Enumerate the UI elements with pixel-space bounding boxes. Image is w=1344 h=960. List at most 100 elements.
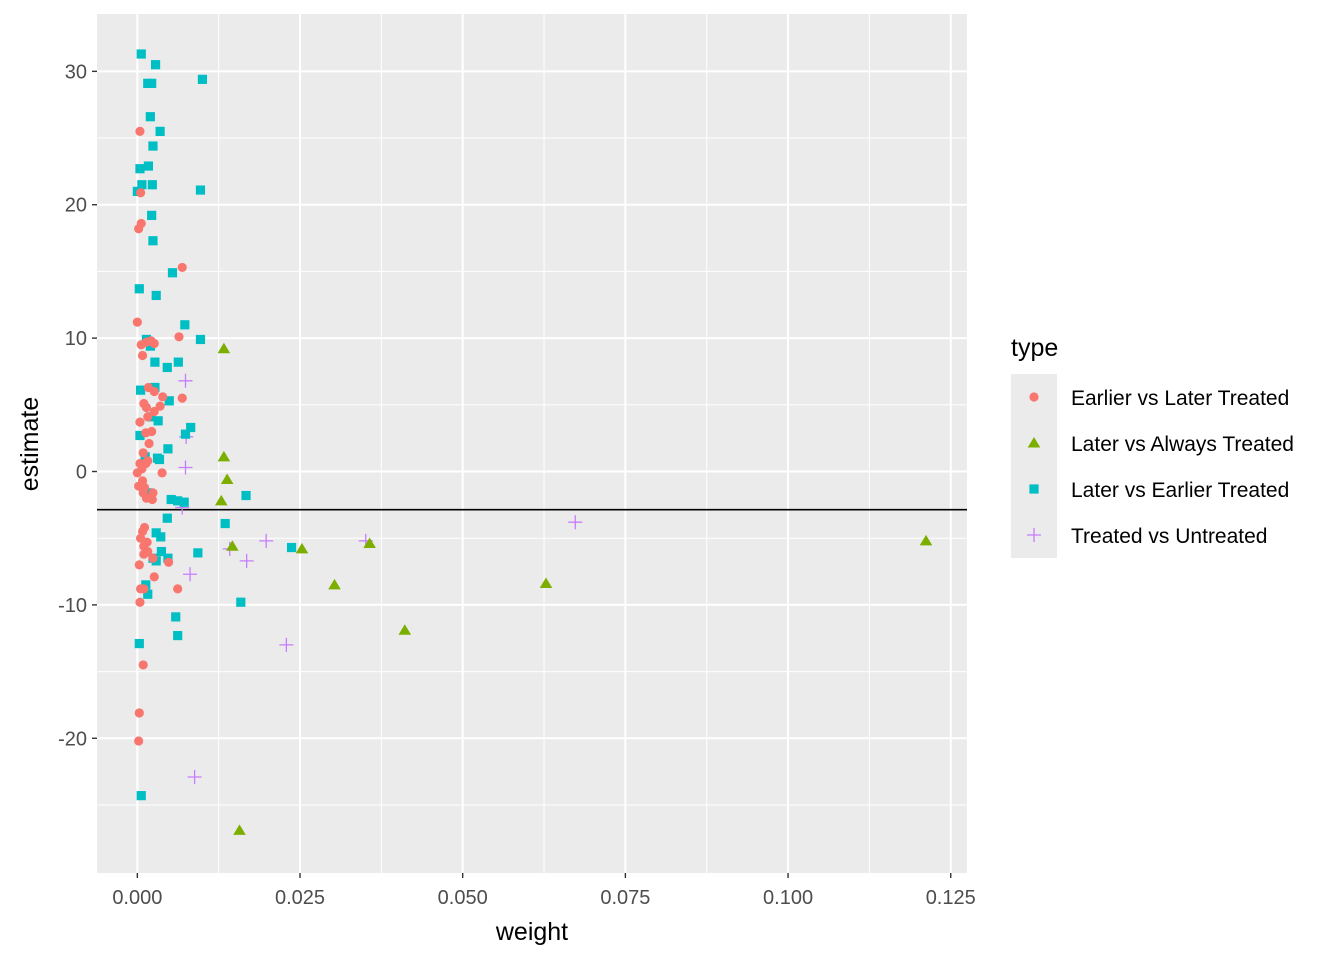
data-point <box>919 534 933 546</box>
data-point <box>220 518 230 529</box>
legend-title: type <box>1011 334 1058 362</box>
data-point <box>183 567 198 582</box>
data-point <box>162 362 172 373</box>
data-point <box>144 438 154 449</box>
data-point <box>363 537 376 549</box>
data-point <box>149 572 159 582</box>
data-point <box>134 560 144 570</box>
data-point <box>177 262 187 273</box>
data-point <box>186 422 196 433</box>
data-point <box>135 597 145 607</box>
plot-panel <box>97 14 967 873</box>
data-point <box>143 456 153 466</box>
x-tick-label: 0.075 <box>600 887 650 909</box>
legend-key-square <box>1029 484 1039 494</box>
data-point <box>539 577 553 589</box>
data-point <box>136 49 146 59</box>
data-point <box>147 210 157 221</box>
y-axis-title: estimate <box>16 397 44 491</box>
grid-minor <box>97 14 967 873</box>
x-axis-title: weight <box>495 918 568 946</box>
data-point <box>137 180 147 190</box>
data-point <box>180 429 191 439</box>
y-tick-label: 30 <box>65 61 87 83</box>
grid-major <box>97 14 967 873</box>
data-point <box>156 546 167 557</box>
data-point <box>132 317 142 327</box>
x-tick-label: 0.025 <box>275 887 325 909</box>
data-point <box>157 468 167 478</box>
data-point <box>154 454 165 465</box>
data-point <box>134 638 144 649</box>
data-point <box>259 533 274 548</box>
data-point <box>236 597 246 607</box>
legend-label: Later vs Always Treated <box>1071 433 1294 456</box>
data-point <box>134 736 144 746</box>
data-point <box>150 60 161 70</box>
data-point <box>143 412 153 422</box>
data-point <box>148 236 158 246</box>
data-point <box>328 578 341 590</box>
x-axis-ticks: 0.000 0.025 0.050 0.075 0.100 0.125 <box>112 873 976 909</box>
data-point <box>149 338 159 349</box>
data-point <box>171 612 181 622</box>
data-point <box>164 396 174 406</box>
data-point <box>135 430 145 441</box>
data-point <box>179 497 189 507</box>
data-point <box>147 78 157 88</box>
data-point <box>239 553 254 568</box>
data-point <box>148 553 158 563</box>
data-point <box>177 393 187 403</box>
data-point <box>149 406 159 417</box>
data-point <box>141 428 151 438</box>
legend-label: Earlier vs Later Treated <box>1071 387 1289 410</box>
data-point <box>156 532 166 542</box>
data-point <box>241 490 251 501</box>
legend-label: Treated vs Untreated <box>1071 525 1268 548</box>
data-point <box>158 392 168 402</box>
y-tick-label: -20 <box>58 728 87 750</box>
data-point <box>147 180 157 190</box>
y-tick-label: 20 <box>65 195 87 217</box>
data-point <box>162 513 172 523</box>
y-tick-label: 0 <box>76 462 87 484</box>
data-point <box>134 284 144 294</box>
legend-key-circle <box>1029 392 1039 402</box>
data-point <box>173 496 183 506</box>
data-point <box>138 660 148 670</box>
data-point <box>148 488 158 498</box>
data-point <box>149 386 159 397</box>
data-point <box>180 320 190 330</box>
data-point <box>167 268 178 278</box>
data-point <box>143 161 154 171</box>
data-point <box>173 357 183 367</box>
data-point <box>193 548 203 558</box>
data-point <box>135 164 145 174</box>
data-point <box>163 557 174 567</box>
data-point <box>150 357 160 367</box>
x-tick-label: 0.000 <box>112 887 162 909</box>
data-point <box>155 401 165 411</box>
legend: type Earlier vs Later Treated Later vs Al… <box>1011 334 1294 558</box>
data-point <box>135 188 146 198</box>
data-point <box>173 584 183 594</box>
y-axis-ticks: -20 -10 0 10 20 30 <box>58 61 97 750</box>
legend-label: Later vs Earlier Treated <box>1071 479 1289 502</box>
data-point <box>220 473 234 485</box>
data-point <box>134 224 144 234</box>
data-point <box>145 112 155 122</box>
data-point <box>163 444 173 454</box>
data-point <box>568 515 583 530</box>
data-point <box>295 542 309 554</box>
data-point <box>398 624 412 635</box>
data-point <box>143 589 153 599</box>
data-point <box>151 290 161 301</box>
data-point <box>147 494 157 505</box>
data-point <box>197 74 208 84</box>
data-point <box>174 332 184 342</box>
data-point <box>173 630 183 641</box>
data-point <box>153 416 163 426</box>
legend-key-background <box>1011 374 1057 558</box>
legend-key-triangle <box>1027 437 1041 448</box>
